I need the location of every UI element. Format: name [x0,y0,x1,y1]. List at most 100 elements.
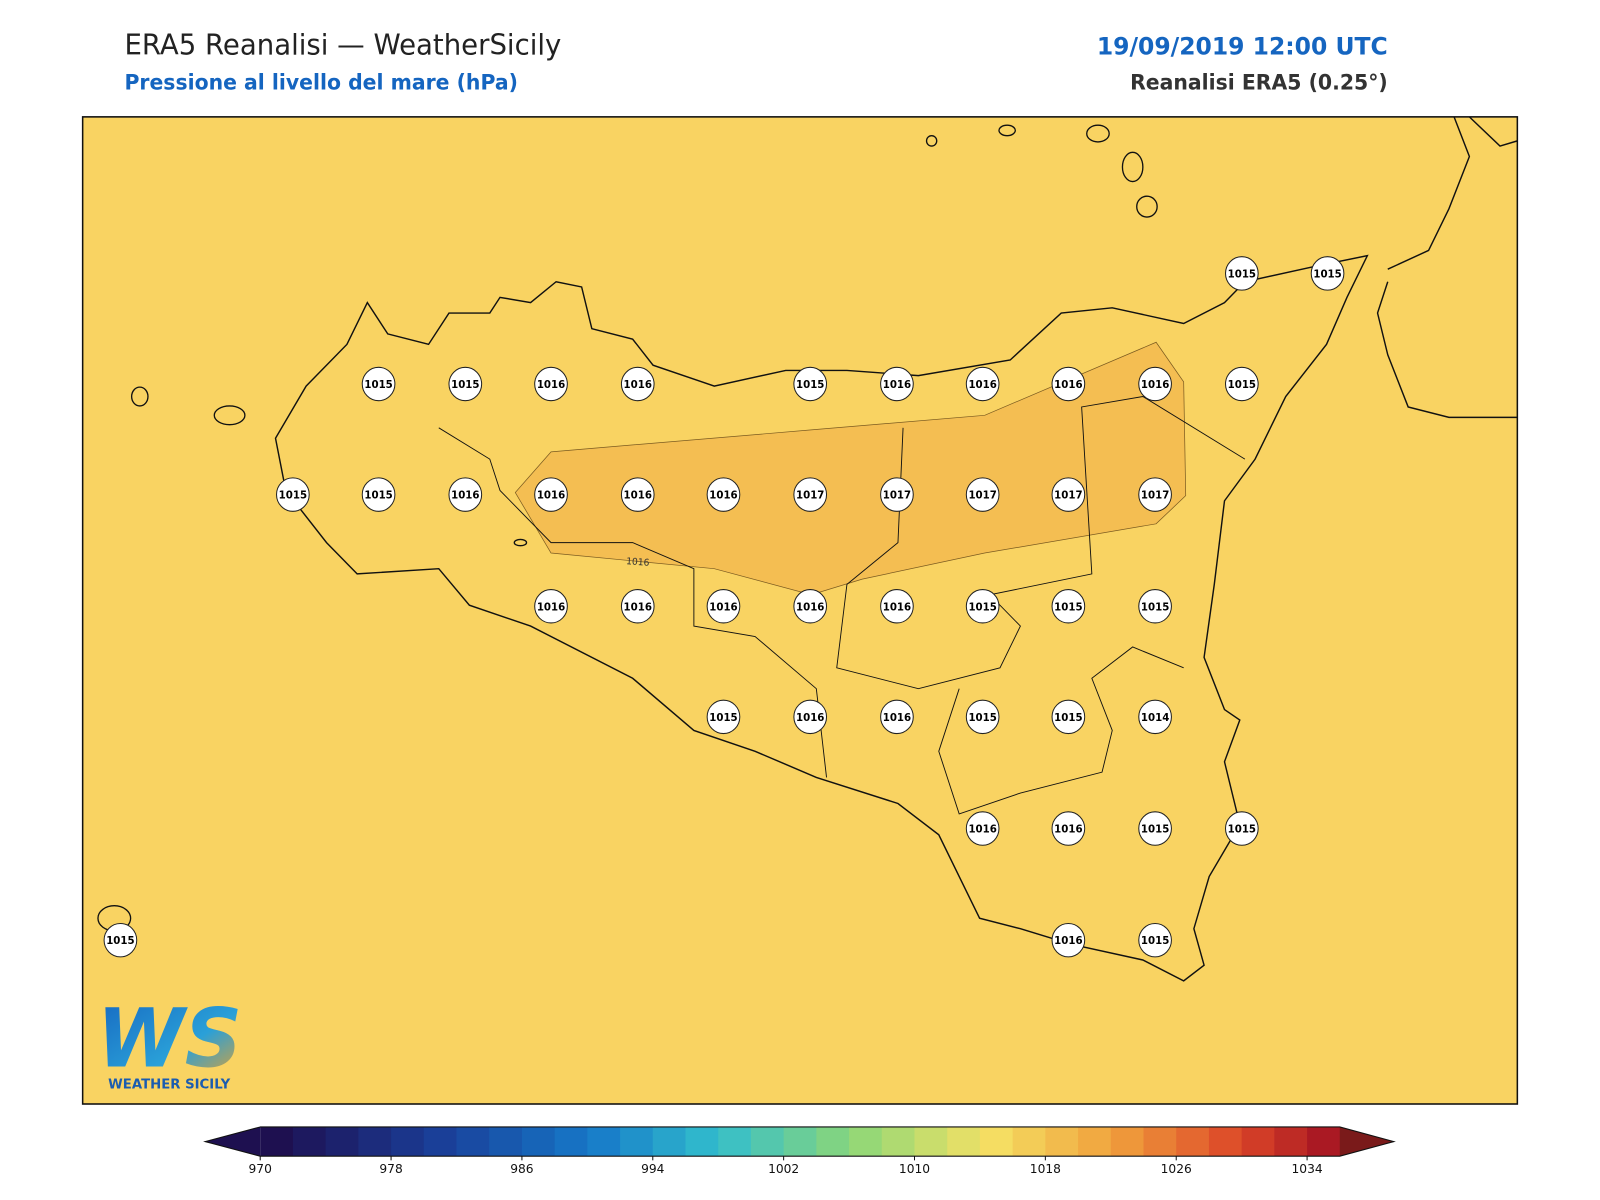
station-marker [1051,477,1086,512]
station-value: 1016 [796,601,824,613]
station-value: 1016 [1054,823,1082,835]
station-marker [880,589,914,624]
colorbar-cell [1307,1126,1341,1157]
coastline [274,254,1369,982]
station-value: 1015 [451,379,479,391]
colorbar-cell [1143,1126,1177,1157]
station-marker [965,811,1000,846]
colorbar-cell [1045,1126,1079,1157]
station-marker [1051,699,1086,735]
colorbar-cell [554,1126,588,1157]
station-marker [1051,366,1086,402]
station-marker [793,366,828,402]
station-marker [706,589,741,624]
colorbar-cell [521,1126,556,1157]
station-value: 1016 [1054,935,1082,947]
station-value: 1015 [1228,823,1256,835]
station-marker [1138,366,1172,402]
station-value: 1017 [968,490,996,502]
colorbar-cell [260,1126,294,1157]
station-value: 1016 [624,490,652,502]
station-value: 1015 [1228,268,1256,280]
colorbar-extend-high [1339,1126,1394,1157]
station-marker [1225,366,1259,402]
colorbar-outline [203,1126,1396,1157]
colorbar-tick-label: 1018 [1030,1162,1061,1176]
station-value: 1017 [1141,490,1169,502]
station-marker [1138,589,1172,624]
station-value: 1017 [796,490,824,502]
colorbar-cell [816,1126,850,1157]
station-marker [1138,699,1172,735]
colorbar-tick-label: 986 [510,1162,533,1176]
colorbar-cell [718,1126,752,1157]
colorbar-cell [652,1126,687,1157]
stations: 1015 1015 1015 1015 1016 1016 1015 1016 1016 1016… [103,256,1345,958]
station-marker [880,366,914,402]
station-marker [361,477,396,512]
logo: WS WEATHER SICILY [97,991,242,1093]
station-marker [1225,256,1259,291]
station-value: 1015 [1313,268,1341,280]
station-value: 1015 [364,379,392,391]
station-marker [620,366,655,402]
station-value: 1017 [883,490,911,502]
station-value: 1016 [1054,379,1082,391]
station-marker [965,477,1000,512]
station-marker [1051,922,1086,958]
station-value: 1016 [451,490,479,502]
colorbar-cell [1274,1126,1308,1157]
colorbar-cell [456,1126,490,1157]
colorbar-extend-low [205,1126,261,1157]
colorbar-cell [1078,1126,1112,1157]
station-value: 1016 [968,823,996,835]
station-marker [965,699,1000,735]
colorbar-cell [750,1126,785,1157]
station-marker [276,477,310,512]
station-marker [361,366,396,402]
station-marker [103,922,138,958]
station-marker [1310,256,1345,291]
colorbar-cell [489,1126,523,1157]
colorbar-cell [1176,1126,1210,1157]
station-marker [793,477,828,512]
station-value: 1016 [1141,379,1169,391]
station-value: 1015 [968,712,996,724]
colorbar-cell [292,1126,327,1157]
colorbar-cell [783,1126,817,1157]
station-value: 1015 [1054,601,1082,613]
station-marker [620,589,655,624]
station-value: 1015 [1141,935,1169,947]
station-marker [1225,811,1259,846]
station-value: 1016 [968,379,996,391]
colorbar-tick-label: 970 [249,1162,272,1176]
colorbar-cell [587,1126,621,1157]
station-value: 1015 [709,712,737,724]
station-marker [880,699,914,735]
colorbar-tick-label: 1010 [899,1162,930,1176]
station-marker [448,366,483,402]
mainland-coast [1376,116,1518,419]
station-value: 1015 [279,490,307,502]
station-marker [880,477,914,512]
province-borders [438,396,1246,815]
colorbar-cell [979,1126,1014,1157]
station-value: 1015 [1228,379,1256,391]
colorbar-tick-label: 978 [379,1162,402,1176]
station-value: 1016 [883,601,911,613]
station-value: 1016 [709,490,737,502]
colorbar-cell [947,1126,981,1157]
colorbar-cell [391,1126,425,1157]
colorbar-cell [1241,1126,1275,1157]
station-value: 1016 [537,379,565,391]
title: ERA5 Reanalisi — WeatherSicily [124,28,561,61]
colorbar-tick-label: 994 [641,1162,664,1176]
colorbar: 970 978 986 994 1002 1010 1018 1026 1034 [203,1126,1396,1176]
colorbar-tick-label: 1002 [768,1162,799,1176]
station-value: 1015 [796,379,824,391]
colorbar-cell [423,1126,458,1157]
station-value: 1014 [1141,712,1169,724]
datetime: 19/09/2019 12:00 UTC [1097,32,1388,60]
